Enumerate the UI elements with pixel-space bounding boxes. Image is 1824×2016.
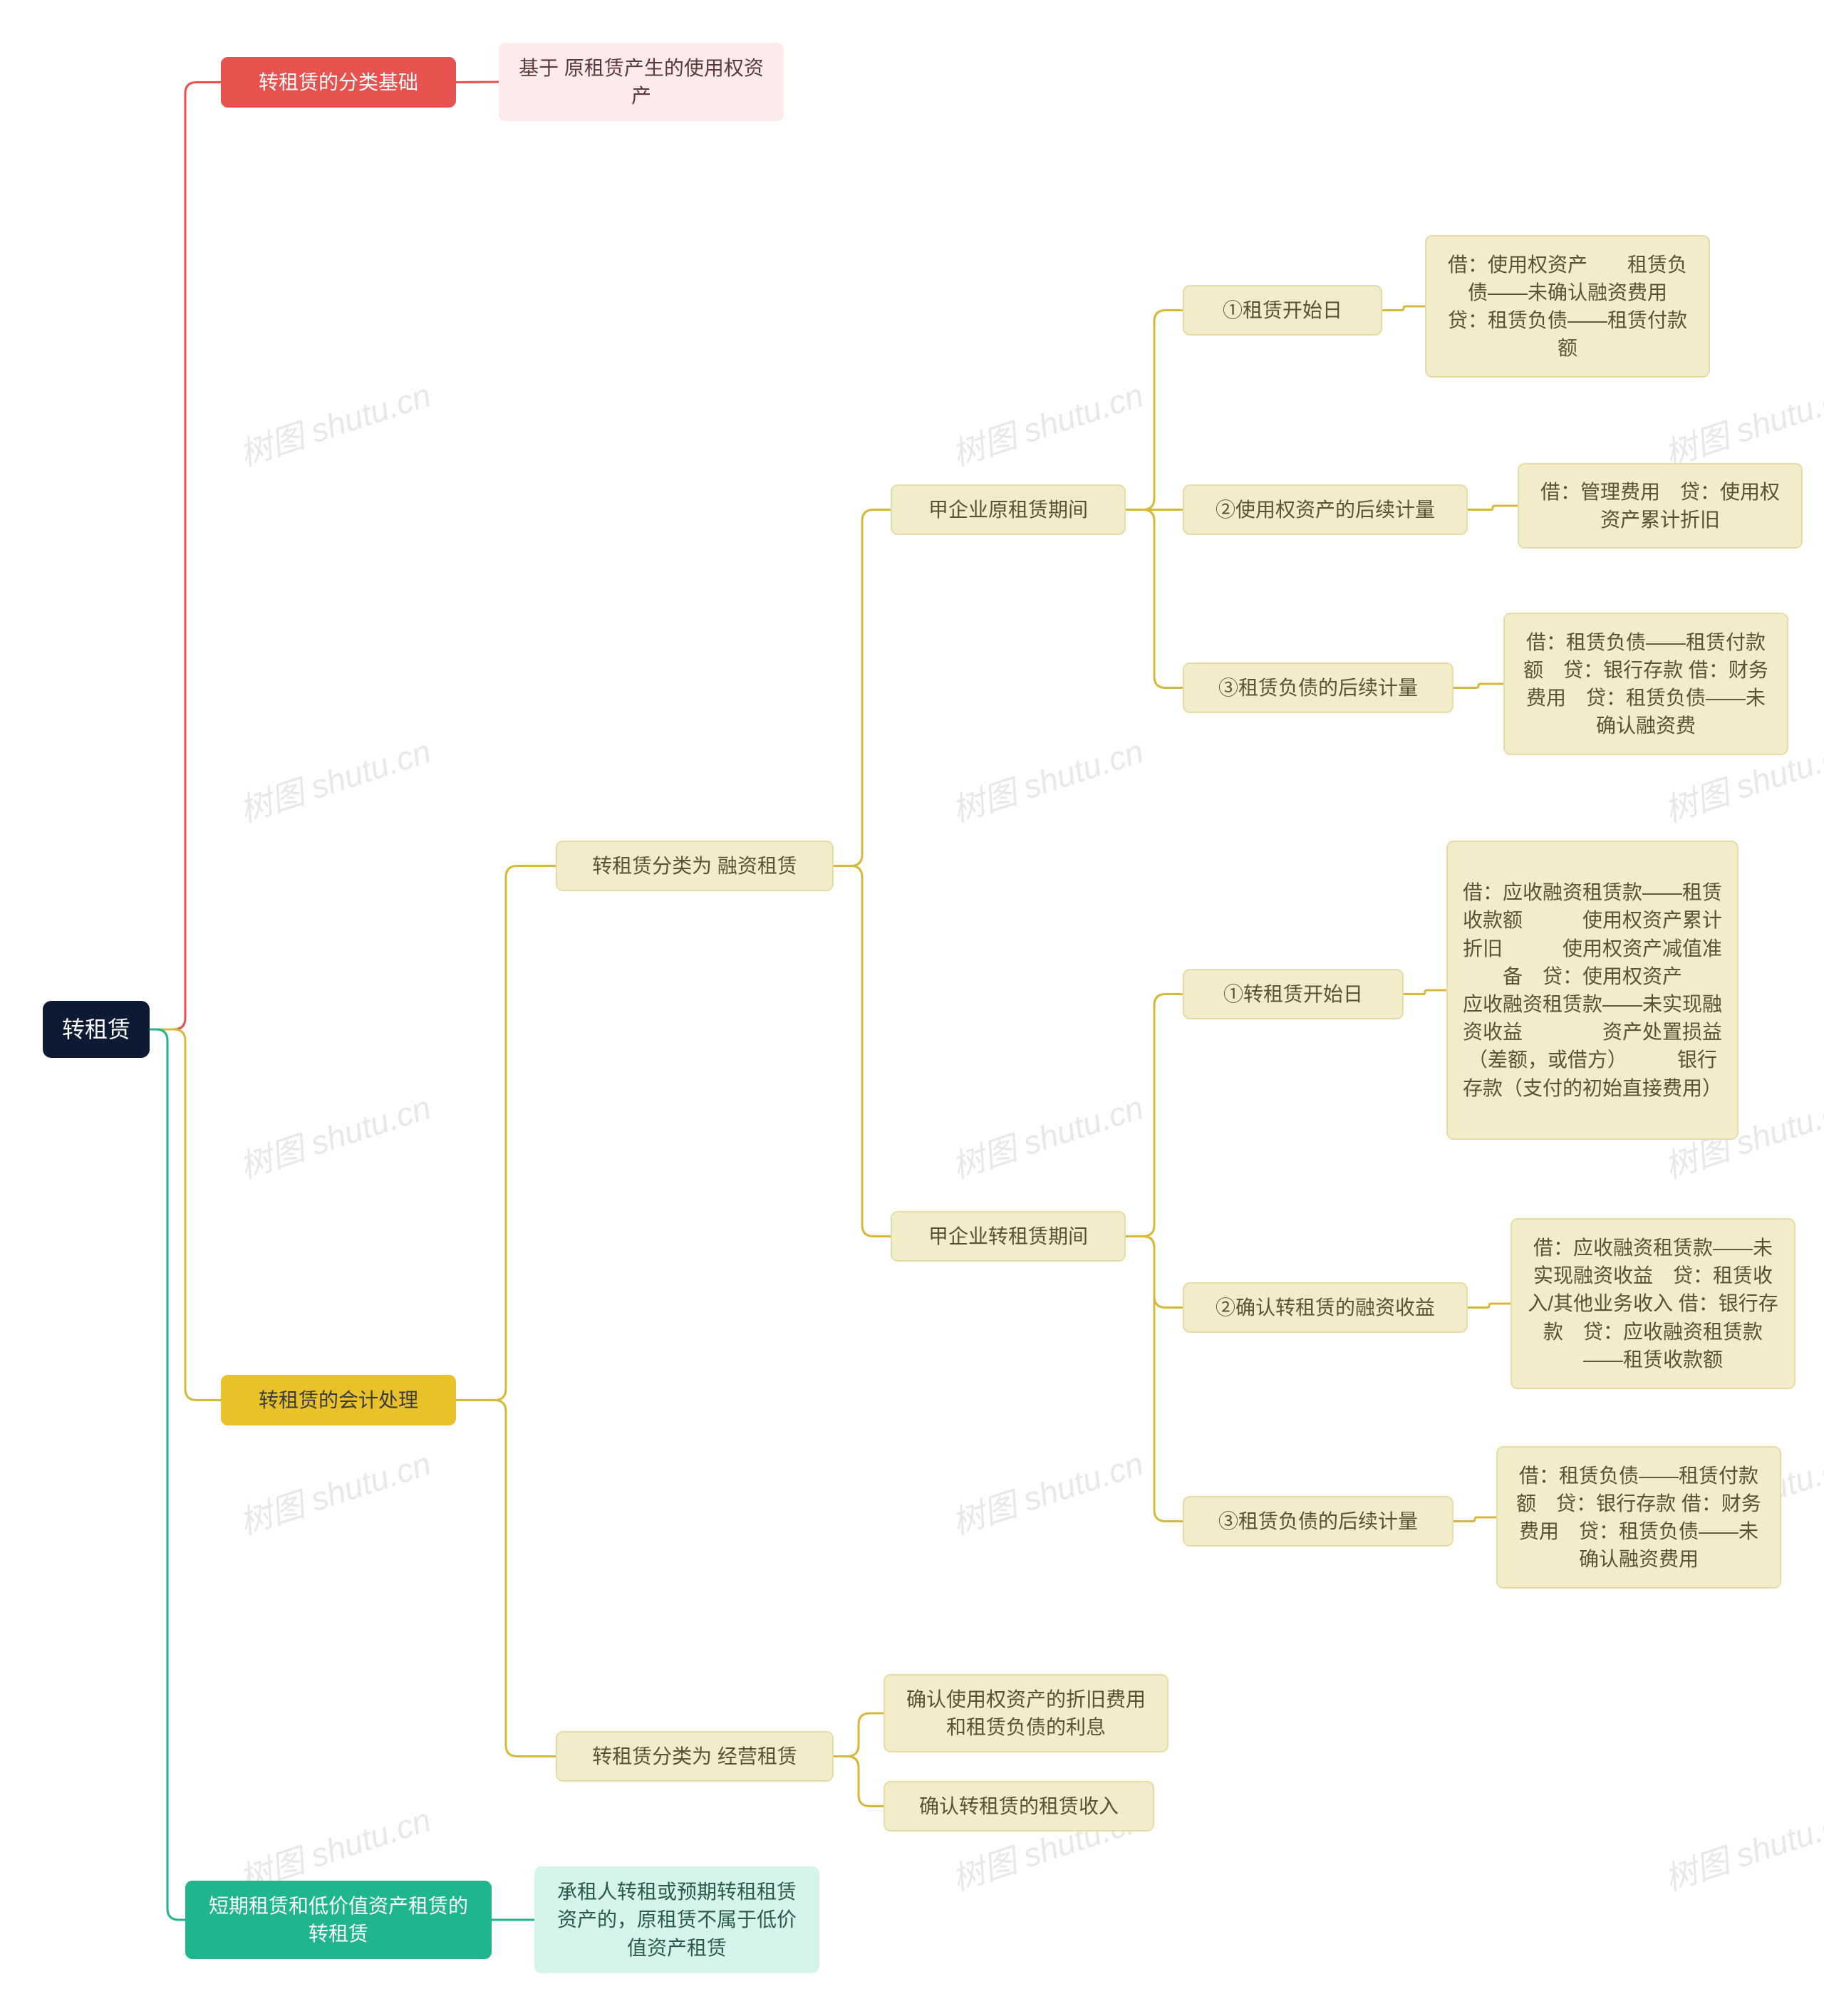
node-label: 确认使用权资产的折旧费用和租赁负债的利息 [899, 1685, 1153, 1741]
leaf-b2a2ii-detail[interactable]: 借：应收融资租赁款——未实现融资收益 贷：租赁收入/其他业务收入 借：银行存款 … [1510, 1218, 1796, 1389]
watermark: 树图 shutu.cn [945, 1438, 1149, 1544]
leaf-b2a2iii[interactable]: ③租赁负债的后续计量 [1183, 1496, 1454, 1547]
leaf-b2a1i[interactable]: ①租赁开始日 [1183, 285, 1382, 336]
leaf-b2a2[interactable]: 甲企业转租赁期间 [891, 1211, 1126, 1262]
node-label: 甲企业原租赁期间 [928, 496, 1088, 524]
node-label: ③租赁负债的后续计量 [1218, 1507, 1418, 1535]
node-label: 转租赁分类为 融资租赁 [592, 852, 797, 880]
leaf-b2a2i-detail[interactable]: 借：应收融资租赁款——租赁收款额 使用权资产累计折旧 使用权资产减值准备 贷：使… [1446, 841, 1738, 1140]
node-label: 借：使用权资产 租赁负债——未确认融资费用 贷：租赁负债——租赁付款额 [1441, 251, 1694, 363]
watermark: 树图 shutu.cn [945, 370, 1149, 476]
leaf-b2a1[interactable]: 甲企业原租赁期间 [891, 484, 1126, 535]
watermark: 树图 shutu.cn [1658, 370, 1824, 476]
leaf-b2a[interactable]: 转租赁分类为 融资租赁 [556, 841, 834, 891]
watermark: 树图 shutu.cn [945, 726, 1149, 832]
root-node[interactable]: 转租赁 [43, 1001, 150, 1058]
leaf-b2a1iii-detail[interactable]: 借：租赁负债——租赁付款额 贷：银行存款 借：财务费用 贷：租赁负债——未确认融… [1503, 613, 1788, 755]
node-label: ②使用权资产的后续计量 [1216, 496, 1435, 524]
node-label: 借：应收融资租赁款——未实现融资收益 贷：租赁收入/其他业务收入 借：银行存款 … [1526, 1234, 1780, 1373]
node-label: 转租赁分类为 经营租赁 [592, 1742, 797, 1770]
root-label: 转租赁 [62, 1014, 130, 1046]
node-label: 借：租赁负债——租赁付款额 贷：银行存款 借：财务费用 贷：租赁负债——未确认融… [1519, 628, 1773, 740]
node-label: ①转租赁开始日 [1223, 980, 1363, 1008]
node-label: 转租赁的会计处理 [259, 1386, 418, 1414]
watermark: 树图 shutu.cn [233, 370, 436, 476]
node-label: 借：应收融资租赁款——租赁收款额 使用权资产累计折旧 使用权资产减值准备 贷：使… [1462, 878, 1723, 1102]
node-label: 转租赁的分类基础 [259, 68, 418, 96]
node-label: 短期租赁和低价值资产租赁的转租赁 [201, 1892, 476, 1948]
mindmap-canvas: 树图 shutu.cn 树图 shutu.cn 树图 shutu.cn 树图 shut… [0, 0, 1824, 2016]
node-label: 承租人转租或预期转租租赁资产的，原租赁不属于低价值资产租赁 [550, 1878, 804, 1962]
watermark: 树图 shutu.cn [945, 1082, 1149, 1188]
leaf-b2a1ii[interactable]: ②使用权资产的后续计量 [1183, 484, 1468, 535]
leaf-b2a1ii-detail[interactable]: 借：管理费用 贷：使用权资产累计折旧 [1518, 463, 1803, 549]
node-label: 确认转租赁的租赁收入 [919, 1792, 1119, 1820]
node-label: 借：管理费用 贷：使用权资产累计折旧 [1533, 478, 1787, 534]
leaf-b2b2[interactable]: 确认转租赁的租赁收入 [884, 1781, 1154, 1831]
leaf-b2a2ii[interactable]: ②确认转租赁的融资收益 [1183, 1282, 1468, 1333]
node-label: 基于 原租赁产生的使用权资产 [514, 54, 768, 110]
node-label: ①租赁开始日 [1223, 296, 1342, 324]
branch-classification-basis[interactable]: 转租赁的分类基础 [221, 57, 456, 108]
leaf-b2a2i[interactable]: ①转租赁开始日 [1183, 969, 1404, 1019]
watermark: 树图 shutu.cn [233, 1438, 436, 1544]
leaf-b2a2iii-detail[interactable]: 借：租赁负债——租赁付款额 贷：银行存款 借：财务费用 贷：租赁负债——未确认融… [1496, 1446, 1781, 1589]
leaf-b2b[interactable]: 转租赁分类为 经营租赁 [556, 1731, 834, 1782]
leaf-b2a1i-detail[interactable]: 借：使用权资产 租赁负债——未确认融资费用 贷：租赁负债——租赁付款额 [1425, 235, 1710, 378]
leaf-b2b1[interactable]: 确认使用权资产的折旧费用和租赁负债的利息 [884, 1674, 1168, 1752]
node-label: 借：租赁负债——租赁付款额 贷：银行存款 借：财务费用 贷：租赁负债——未确认融… [1512, 1462, 1766, 1574]
node-label: ③租赁负债的后续计量 [1218, 674, 1418, 702]
node-label: 甲企业转租赁期间 [928, 1222, 1088, 1250]
watermark: 树图 shutu.cn [233, 726, 436, 832]
branch-short-term-lowvalue[interactable]: 短期租赁和低价值资产租赁的转租赁 [185, 1881, 492, 1959]
watermark: 树图 shutu.cn [233, 1082, 436, 1188]
leaf-b2a1iii[interactable]: ③租赁负债的后续计量 [1183, 663, 1454, 713]
leaf-b1a[interactable]: 基于 原租赁产生的使用权资产 [499, 43, 784, 121]
branch-accounting-treatment[interactable]: 转租赁的会计处理 [221, 1375, 456, 1425]
watermark: 树图 shutu.cn [1658, 1794, 1824, 1901]
node-label: ②确认转租赁的融资收益 [1216, 1294, 1435, 1321]
leaf-b3a[interactable]: 承租人转租或预期转租租赁资产的，原租赁不属于低价值资产租赁 [534, 1866, 819, 1973]
